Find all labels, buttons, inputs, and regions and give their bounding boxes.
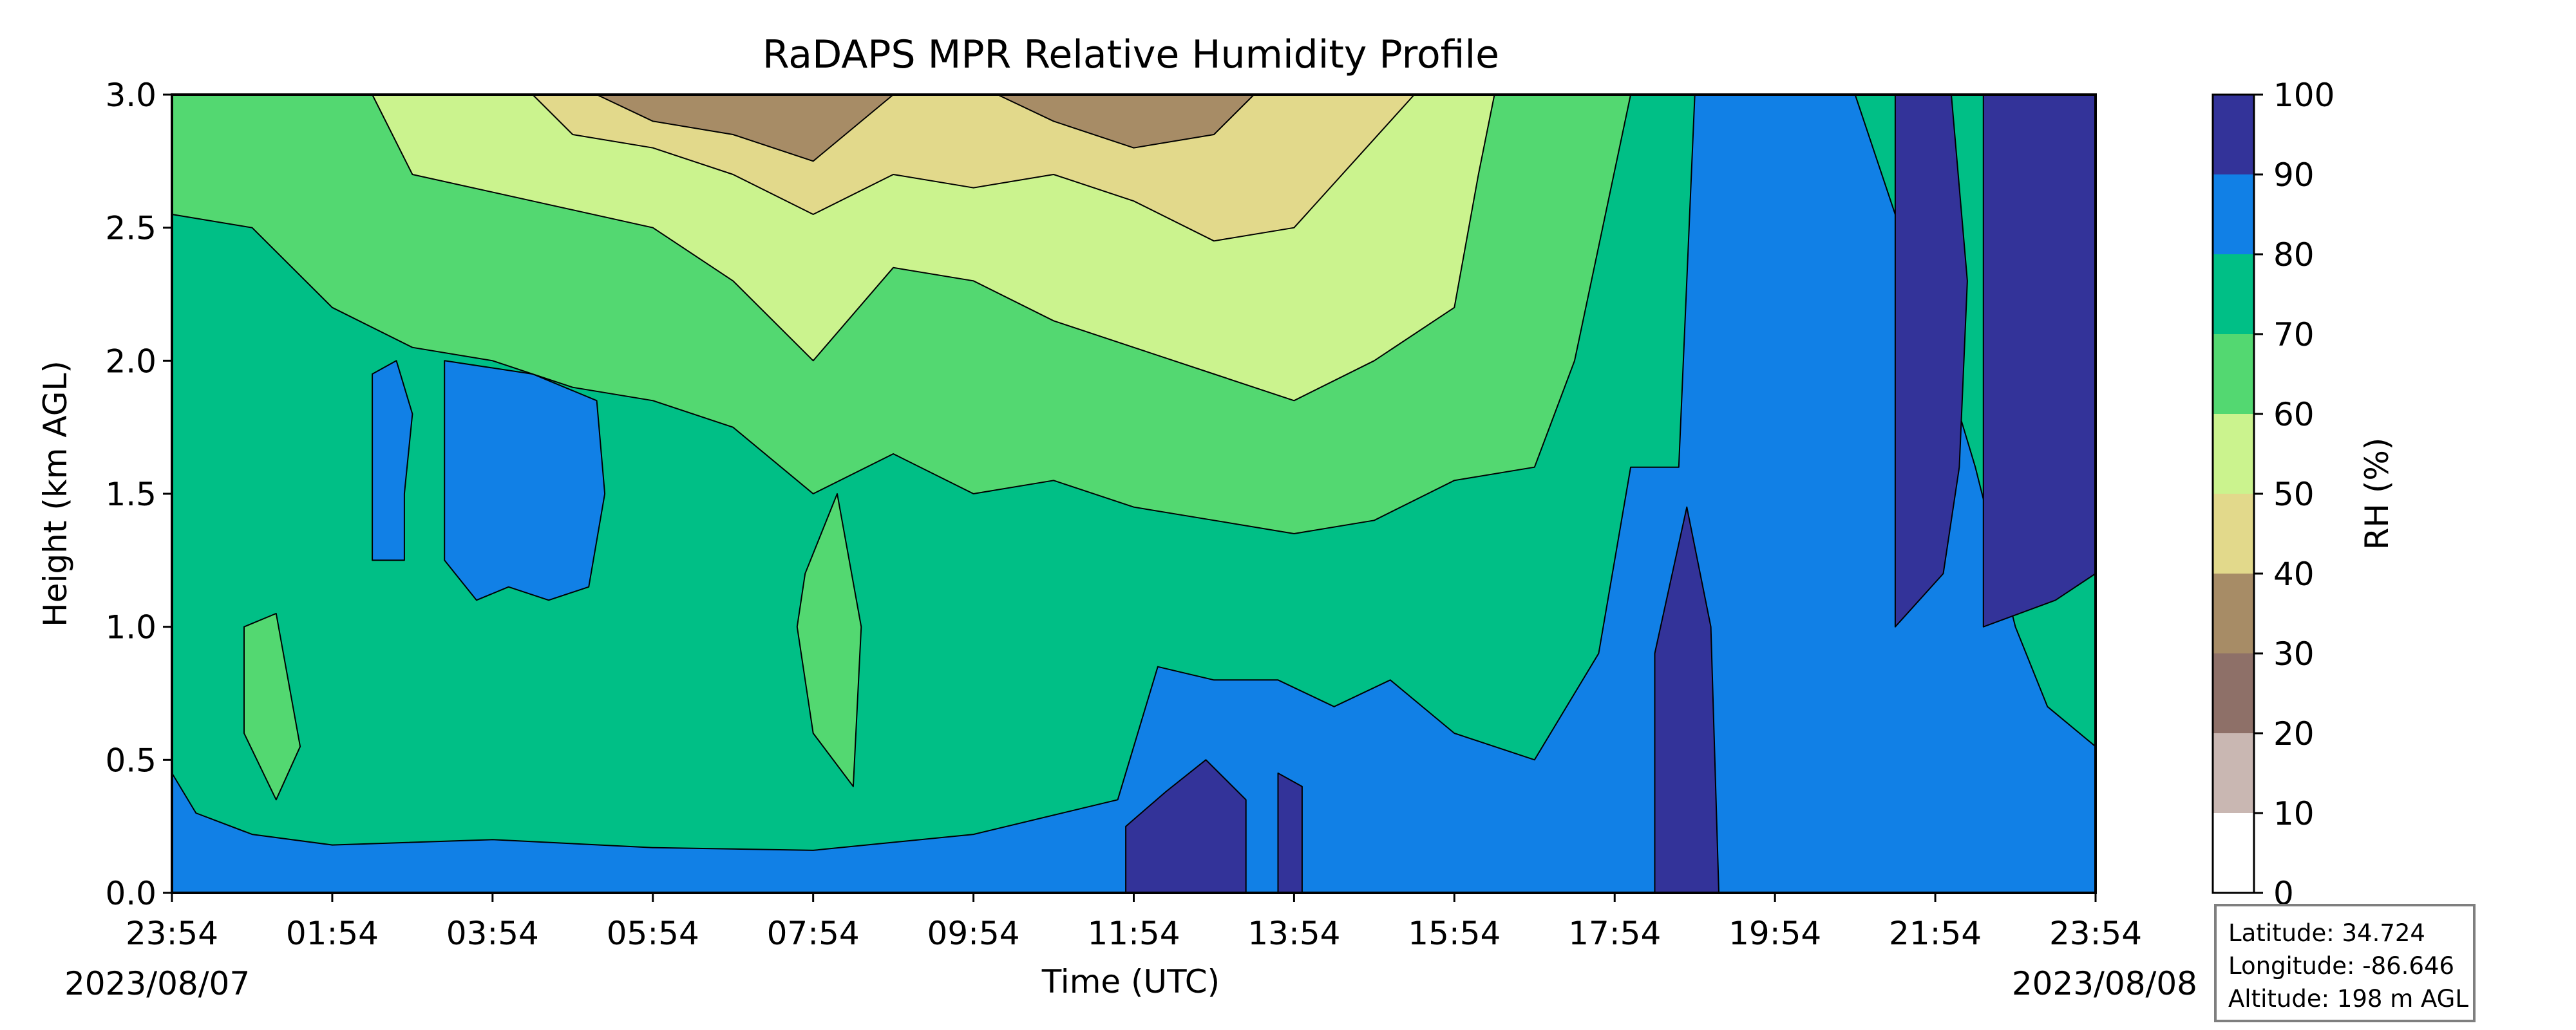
colorbar-tick-label: 20 — [2273, 715, 2315, 753]
x-axis: 23:54 01:54 03:54 05:54 07:54 09:54 11:54 13:54… — [126, 893, 2142, 952]
colorbar-tick-label: 40 — [2273, 556, 2315, 593]
colorbar-tick-label: 70 — [2273, 316, 2315, 353]
x-tick-label: 17:54 — [1568, 915, 1661, 952]
y-tick-label: 0.0 — [105, 875, 156, 912]
y-axis: 0.0 0.5 1.0 1.5 2.0 2.5 3.0 — [105, 77, 172, 912]
colorbar-segment — [2213, 95, 2254, 174]
colorbar — [2213, 95, 2254, 893]
longitude-text: Longitude: -86.646 — [2228, 952, 2455, 980]
y-tick-label: 1.5 — [105, 476, 156, 513]
x-axis-label: Time (UTC) — [1041, 963, 1220, 1000]
x-tick-label: 07:54 — [767, 915, 860, 952]
x-tick-label: 15:54 — [1408, 915, 1501, 952]
contour-region-80-0 — [171, 94, 2096, 894]
x-tick-label: 03:54 — [446, 915, 539, 952]
x-end-date: 2023/08/08 — [2012, 965, 2197, 1002]
x-tick-label: 05:54 — [607, 915, 699, 952]
y-tick-label: 2.0 — [105, 342, 156, 380]
x-tick-label: 09:54 — [927, 915, 1020, 952]
colorbar-segment — [2213, 574, 2254, 653]
colorbar-tick-label: 50 — [2273, 476, 2315, 513]
contour-region-80-1 — [372, 360, 413, 561]
contour-region-90-4 — [1982, 94, 2096, 628]
y-tick-label: 3.0 — [105, 77, 156, 114]
colorbar-tick-label: 10 — [2273, 795, 2315, 832]
colorbar-segment — [2213, 334, 2254, 414]
y-tick-label: 0.5 — [105, 742, 156, 779]
location-info-box: Latitude: 34.724 Longitude: -86.646 Alti… — [2214, 904, 2476, 1022]
y-tick-label: 2.5 — [105, 210, 156, 247]
x-tick-label: 23:54 — [126, 915, 218, 952]
colorbar-segment — [2213, 733, 2254, 813]
colorbar-segment — [2213, 174, 2254, 254]
y-tick-label: 1.0 — [105, 609, 156, 646]
colorbar-tick-label: 30 — [2273, 635, 2315, 673]
contour-region-90-1 — [1277, 772, 1303, 894]
colorbar-segment — [2213, 254, 2254, 334]
latitude-text: Latitude: 34.724 — [2228, 919, 2425, 947]
contour-region-80-2 — [444, 360, 606, 601]
colorbar-segment — [2213, 813, 2254, 893]
contour-region-60-2 — [243, 613, 301, 801]
altitude-text: Altitude: 198 m AGL — [2228, 985, 2468, 1013]
contour-region-60-1 — [796, 493, 862, 787]
x-tick-label: 21:54 — [1889, 915, 1982, 952]
chart-title: RaDAPS MPR Relative Humidity Profile — [762, 32, 1499, 77]
colorbar-label: RH (%) — [2358, 438, 2396, 550]
colorbar-tick-label: 80 — [2273, 236, 2315, 274]
x-tick-label: 11:54 — [1087, 915, 1180, 952]
x-tick-label: 23:54 — [2049, 915, 2142, 952]
colorbar-segment — [2213, 653, 2254, 733]
colorbar-tick-label: 60 — [2273, 396, 2315, 433]
x-tick-label: 13:54 — [1247, 915, 1340, 952]
x-tick-label: 01:54 — [286, 915, 379, 952]
x-tick-label: 19:54 — [1728, 915, 1821, 952]
x-start-date: 2023/08/07 — [64, 965, 250, 1002]
colorbar-segment — [2213, 494, 2254, 574]
plot-area — [171, 94, 2096, 894]
y-axis-label: Height (km AGL) — [37, 360, 74, 627]
colorbar-tick-label: 90 — [2273, 156, 2315, 194]
colorbar-segment — [2213, 414, 2254, 494]
colorbar-tick-label: 100 — [2273, 77, 2334, 114]
